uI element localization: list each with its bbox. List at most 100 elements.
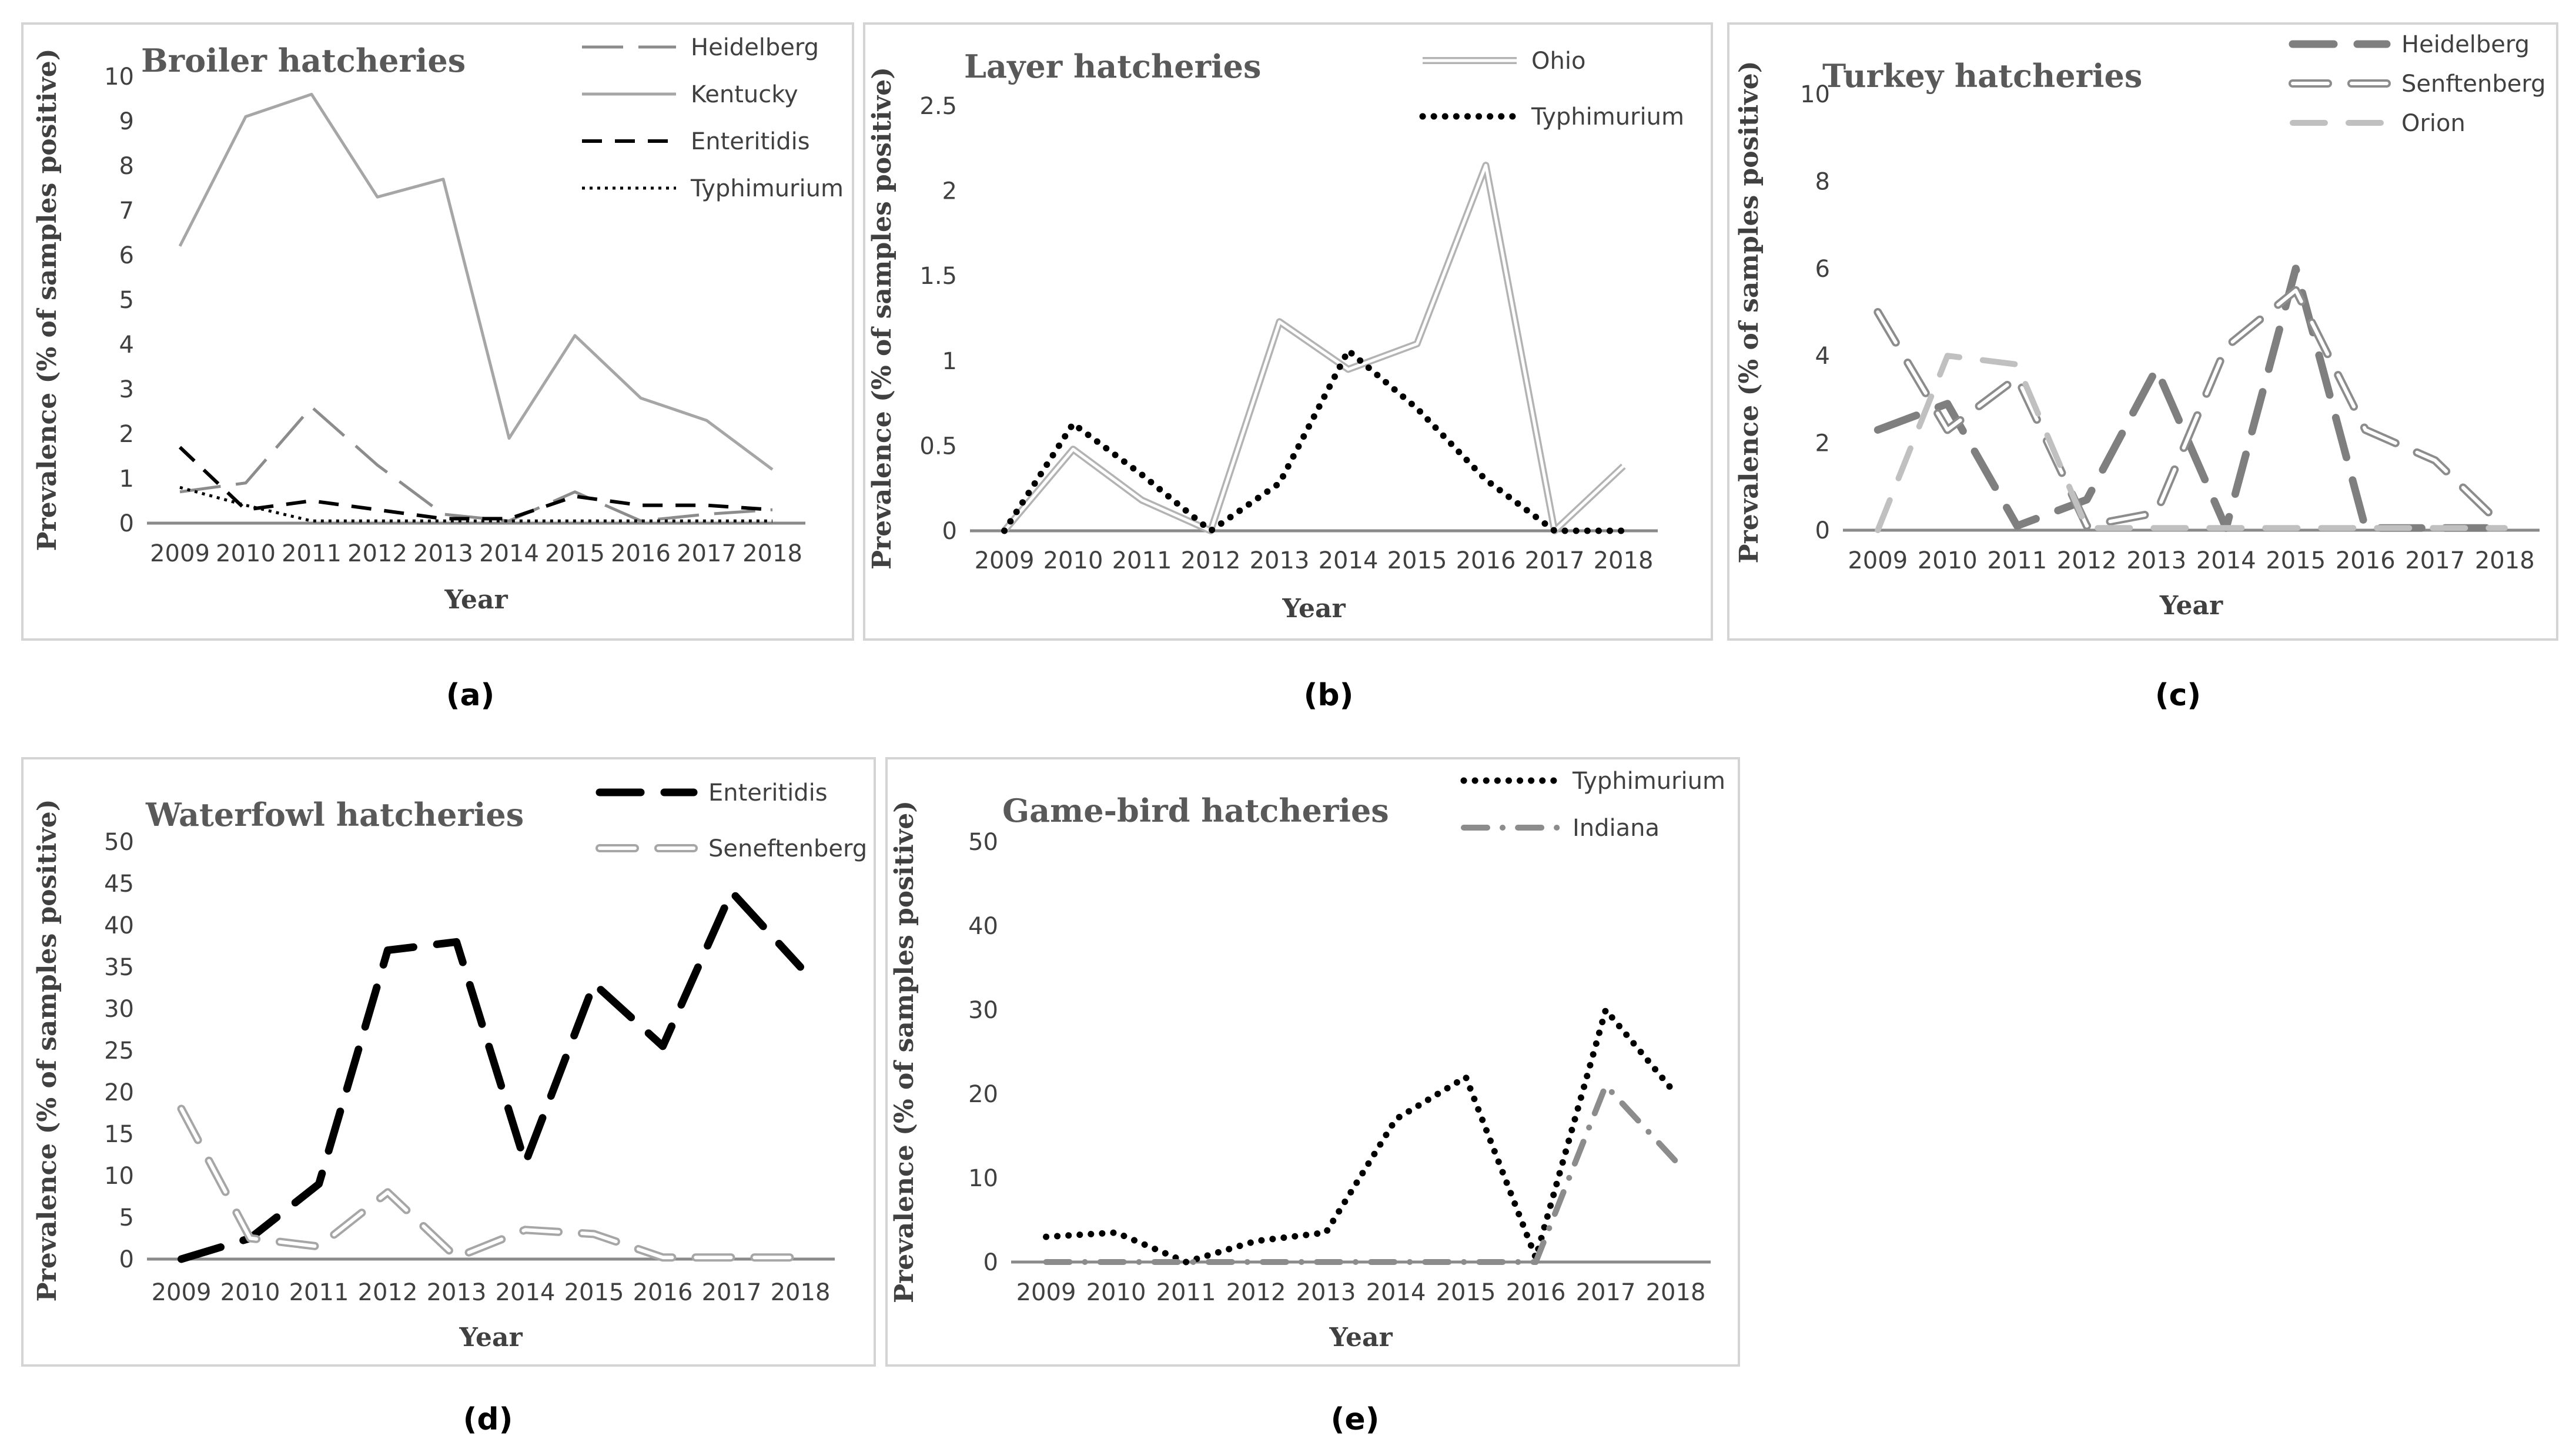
x-tick-label: 2016 xyxy=(633,1279,693,1306)
panel-frame xyxy=(1727,22,2558,641)
panel-frame xyxy=(21,22,854,641)
y-axis-title: Prevalence (% of samples positive) xyxy=(32,48,62,551)
y-axis-title: Prevalence (% of samples positive) xyxy=(867,67,897,570)
legend-label: Seneftenberg xyxy=(708,835,867,862)
y-tick-label: 10 xyxy=(104,1163,134,1190)
panel-frame xyxy=(885,757,1740,1367)
x-tick-label: 2013 xyxy=(413,540,473,567)
y-tick-label: 50 xyxy=(968,829,998,856)
legend-label: Heidelberg xyxy=(2401,31,2530,58)
x-tick-label: 2012 xyxy=(347,540,407,567)
y-tick-label: 30 xyxy=(968,997,998,1024)
x-tick-label: 2018 xyxy=(771,1279,831,1306)
y-tick-label: 1 xyxy=(119,466,134,493)
chart-title: Game-bird hatcheries xyxy=(1002,792,1389,829)
x-tick-label: 2011 xyxy=(289,1279,349,1306)
x-axis-title: Year xyxy=(459,1323,523,1353)
x-tick-label: 2015 xyxy=(1436,1279,1496,1306)
x-tick-label: 2010 xyxy=(1918,547,1978,574)
x-axis-title: Year xyxy=(1329,1323,1393,1353)
y-axis-title: Prevalence (% of samples positive) xyxy=(1734,61,1764,563)
y-tick-label: 0 xyxy=(1815,517,1830,544)
x-tick-label: 2009 xyxy=(152,1279,212,1306)
y-tick-label: 0 xyxy=(942,518,957,545)
y-axis-title: Prevalence (% of samples positive) xyxy=(889,801,919,1303)
x-tick-label: 2017 xyxy=(2405,547,2465,574)
chart-panel-5: 0 10 20 30 40 50 2009 2010 2011 2012 2013 2014 2015 2… xyxy=(885,757,1740,1437)
x-tick-label: 2016 xyxy=(1506,1279,1566,1306)
series-line-kentucky xyxy=(178,92,774,471)
panel-label: (b) xyxy=(1304,678,1354,713)
chart-panel-1: 0 1 2 3 4 5 6 7 8 9 10 2009 2010 2011 2012 2013 2014 2015… xyxy=(21,22,854,713)
y-tick-label: 50 xyxy=(104,829,134,856)
series-line-typhimurium xyxy=(1043,1006,1679,1266)
y-tick-label: 25 xyxy=(104,1037,134,1065)
y-tick-label: 5 xyxy=(119,1204,134,1231)
x-tick-label: 2016 xyxy=(2336,547,2396,574)
legend-label: Kentucky xyxy=(691,81,798,108)
series-line-heidelberg xyxy=(179,405,773,523)
x-tick-label: 2011 xyxy=(282,540,342,567)
x-tick-label: 2017 xyxy=(1576,1279,1636,1306)
panel-label: (a) xyxy=(446,678,495,713)
x-tick-label: 2017 xyxy=(1525,547,1585,574)
y-tick-label: 20 xyxy=(968,1081,998,1108)
chart-title: Turkey hatcheries xyxy=(1822,57,2142,95)
y-axis-title: Prevalence (% of samples positive) xyxy=(32,799,62,1301)
x-tick-label: 2013 xyxy=(2126,547,2186,574)
x-tick-label: 2018 xyxy=(742,540,802,567)
x-tick-label: 2015 xyxy=(564,1279,624,1306)
x-axis-title: Year xyxy=(1282,594,1346,624)
x-tick-label: 2010 xyxy=(216,540,276,567)
y-tick-label: 1.5 xyxy=(919,263,957,290)
y-tick-label: 6 xyxy=(1815,256,1830,283)
y-tick-label: 0.5 xyxy=(919,433,957,460)
y-tick-label: 2.5 xyxy=(919,93,957,120)
x-tick-label: 2012 xyxy=(2057,547,2117,574)
series-line-ohio-core xyxy=(1003,163,1625,533)
x-tick-label: 2012 xyxy=(1226,1279,1286,1306)
chart-panel-4: 0 5 10 15 20 25 30 35 40 45 50 2009 2010 2011 2012 2013… xyxy=(21,757,876,1437)
x-tick-label: 2018 xyxy=(1594,547,1654,574)
y-tick-label: 15 xyxy=(104,1121,134,1148)
x-tick-label: 2014 xyxy=(2196,547,2256,574)
x-tick-label: 2014 xyxy=(1319,547,1379,574)
legend-label: Ohio xyxy=(1531,48,1585,75)
x-tick-label: 2012 xyxy=(358,1279,418,1306)
y-tick-label: 0 xyxy=(983,1249,998,1276)
panel-label: (e) xyxy=(1331,1402,1380,1437)
series-line-typhimurium xyxy=(179,486,772,523)
x-tick-label: 2014 xyxy=(1366,1279,1426,1306)
chart-panel-2: 0 0.5 1 1.5 2 2.5 2009 2010 2011 2012 2013 2014 2015… xyxy=(863,22,1713,713)
y-tick-label: 2 xyxy=(942,178,957,205)
y-tick-label: 10 xyxy=(104,63,134,91)
y-tick-label: 35 xyxy=(104,954,134,981)
chart-title: Layer hatcheries xyxy=(964,48,1261,85)
y-tick-label: 0 xyxy=(119,1246,134,1273)
y-tick-label: 1 xyxy=(942,348,957,375)
y-tick-label: 2 xyxy=(1815,430,1830,457)
series-line-typhimurium xyxy=(1001,347,1627,534)
legend-label: Senftenberg xyxy=(2401,71,2546,98)
x-tick-label: 2009 xyxy=(1016,1279,1076,1306)
x-tick-label: 2018 xyxy=(1646,1279,1706,1306)
y-tick-label: 9 xyxy=(119,108,134,135)
legend-label: Enteritidis xyxy=(708,779,828,806)
panel-frame xyxy=(21,757,876,1367)
x-axis-title: Year xyxy=(444,585,508,615)
x-tick-label: 2009 xyxy=(975,547,1035,574)
series-line-enteritidis xyxy=(178,888,804,1263)
y-tick-label: 20 xyxy=(104,1079,134,1106)
legend-label: Heidelberg xyxy=(691,34,819,61)
legend-label: Enteritidis xyxy=(691,128,810,155)
x-tick-label: 2010 xyxy=(1086,1279,1146,1306)
x-tick-label: 2011 xyxy=(1112,547,1172,574)
legend-label: Typhimurium xyxy=(1531,103,1684,130)
y-tick-label: 10 xyxy=(1800,81,1830,108)
series-line-senftenberg-core xyxy=(1876,288,2507,530)
y-tick-label: 10 xyxy=(968,1165,998,1192)
legend-label: Typhimurium xyxy=(690,175,844,202)
series-line-orion xyxy=(1875,353,2508,533)
y-tick-label: 5 xyxy=(119,287,134,314)
